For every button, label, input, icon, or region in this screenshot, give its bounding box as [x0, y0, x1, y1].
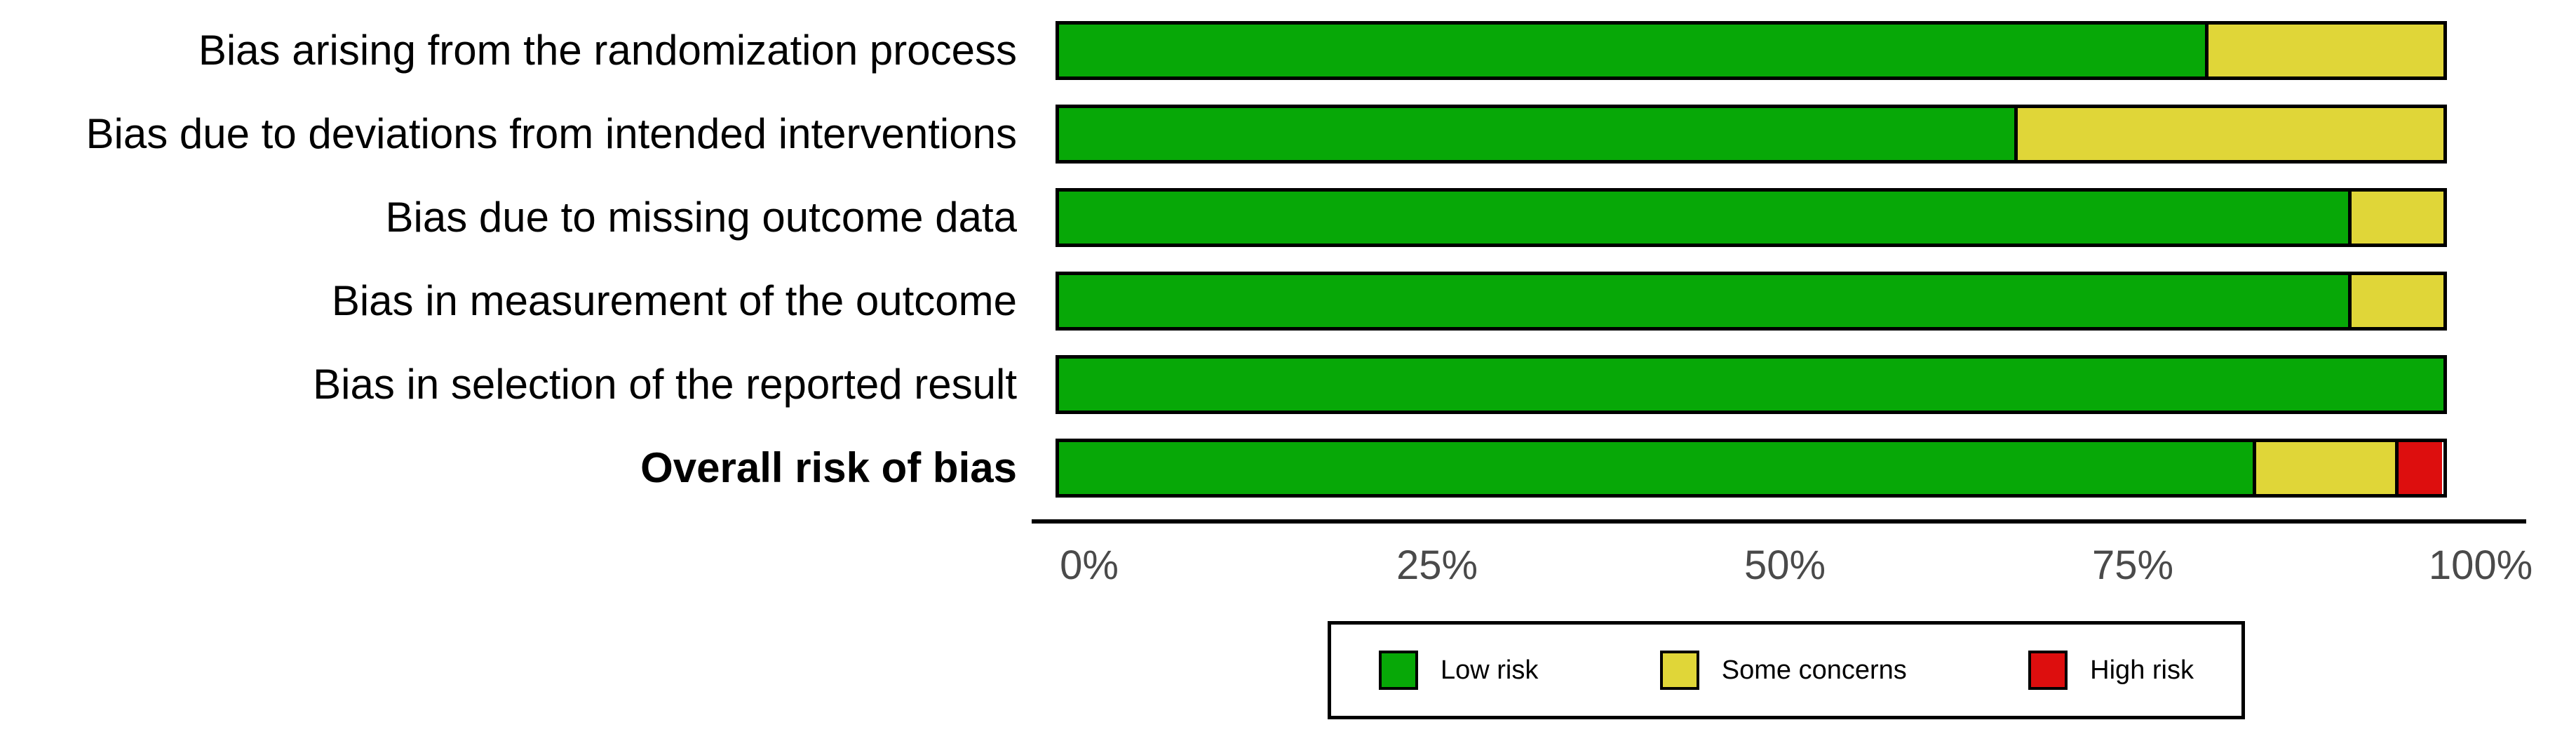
category-label: Bias arising from the randomization proc…	[198, 27, 1017, 74]
bar-track	[1056, 21, 2447, 80]
bar-track	[1056, 439, 2447, 498]
bar-segment-some-concerns	[2347, 275, 2443, 327]
bar-track	[1056, 105, 2447, 164]
bar-segment-low-risk	[1059, 442, 2253, 494]
x-tick-label: 75%	[2091, 542, 2174, 588]
bar-segment-low-risk	[1059, 359, 2443, 411]
category-label: Overall risk of bias	[640, 444, 1017, 491]
legend-label: Low risk	[1441, 655, 1539, 685]
legend-item-high-risk: High risk	[2028, 651, 2194, 690]
legend-label: High risk	[2090, 655, 2194, 685]
legend-item-some-concerns: Some concerns	[1659, 651, 1907, 690]
x-axis-line	[1032, 519, 2526, 524]
bar-segment-some-concerns	[2014, 108, 2443, 160]
legend-label: Some concerns	[1721, 655, 1907, 685]
category-label: Bias due to deviations from intended int…	[86, 110, 1017, 157]
chart-row: Bias in measurement of the outcome	[0, 272, 2481, 331]
legend-item-low-risk: Low risk	[1379, 651, 1538, 690]
legend-swatch-some-concerns	[1659, 651, 1699, 690]
bar-segment-low-risk	[1059, 108, 2015, 160]
legend-box: Low risk Some concerns High risk	[1328, 621, 2245, 719]
bar-rows: Bias arising from the randomization proc…	[0, 21, 2481, 522]
bar-segment-low-risk	[1059, 25, 2206, 76]
category-label: Bias in measurement of the outcome	[331, 277, 1017, 324]
x-tick-label: 0%	[1060, 542, 1119, 588]
bar-segment-low-risk	[1059, 192, 2348, 244]
chart-row: Bias due to deviations from intended int…	[0, 105, 2481, 164]
x-tick-label: 50%	[1744, 542, 1826, 588]
chart-row: Bias due to missing outcome data	[0, 188, 2481, 247]
bar-segment-some-concerns	[2252, 442, 2395, 494]
bar-segment-some-concerns	[2347, 192, 2443, 244]
bar-track	[1056, 272, 2447, 331]
chart-row: Bias in selection of the reported result	[0, 355, 2481, 414]
category-label: Bias in selection of the reported result	[313, 361, 1017, 408]
legend-swatch-high-risk	[2028, 651, 2068, 690]
x-tick-label: 100%	[2428, 542, 2533, 588]
chart-row: Overall risk of bias	[0, 439, 2481, 498]
bar-segment-some-concerns	[2205, 25, 2443, 76]
bar-segment-high-risk	[2394, 442, 2442, 494]
bar-segment-low-risk	[1059, 275, 2348, 327]
bar-track	[1056, 188, 2447, 247]
x-axis-tick-labels: 0% 25% 50% 75% 100%	[1060, 542, 2533, 598]
chart-row: Bias arising from the randomization proc…	[0, 21, 2481, 80]
x-tick-label: 25%	[1396, 542, 1478, 588]
category-label: Bias due to missing outcome data	[385, 194, 1018, 241]
bar-track	[1056, 355, 2447, 414]
legend-swatch-low-risk	[1379, 651, 1418, 690]
